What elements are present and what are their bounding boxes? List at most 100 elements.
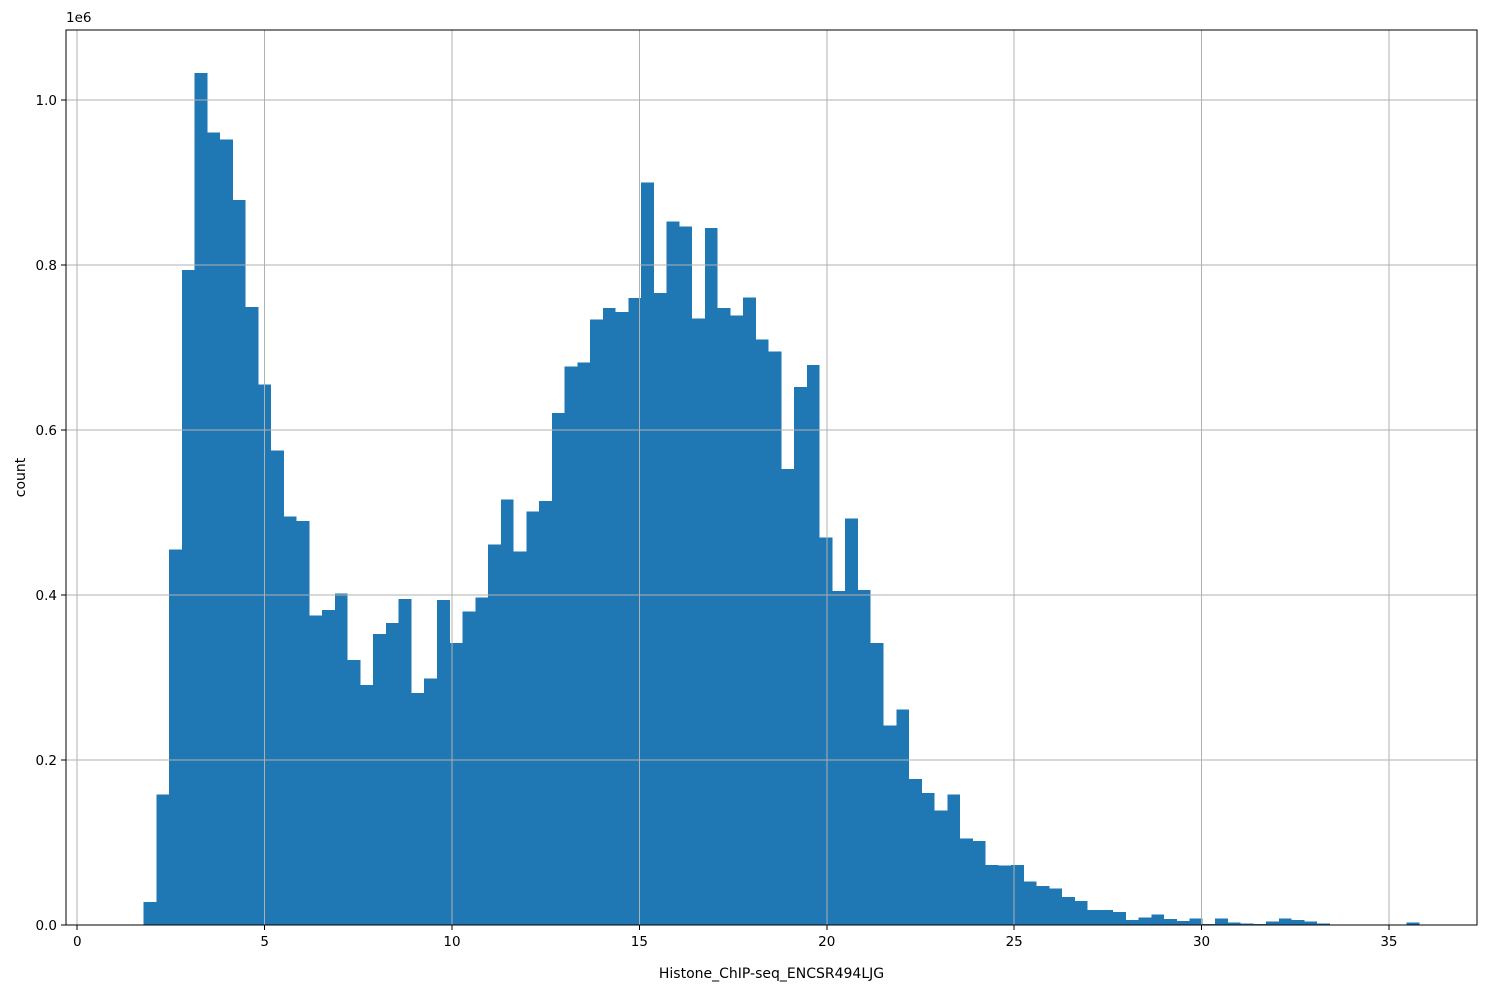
histogram-bar	[934, 810, 948, 925]
y-tick-label: 0.8	[36, 258, 57, 274]
histogram-bar	[181, 270, 195, 925]
histogram-bar	[755, 339, 769, 926]
x-tick-label: 30	[1193, 934, 1210, 950]
histogram-bar	[985, 864, 999, 925]
x-tick-label: 35	[1380, 934, 1397, 950]
histogram-bar	[551, 412, 565, 925]
histogram-bar	[615, 312, 629, 925]
bars-group	[143, 72, 1420, 926]
histogram-bar	[998, 865, 1012, 925]
histogram-bar	[360, 684, 374, 925]
histogram-bar	[794, 387, 807, 925]
y-tick-label: 1.0	[36, 93, 57, 109]
x-tick-label: 5	[260, 934, 269, 950]
histogram-bar	[475, 597, 489, 925]
histogram-bar	[143, 901, 157, 925]
histogram-bar	[1113, 911, 1126, 925]
histogram-bar	[385, 623, 399, 925]
histogram-bar	[1215, 918, 1228, 925]
x-tick-label: 25	[1006, 934, 1023, 950]
x-tick-label: 0	[73, 934, 82, 950]
histogram-bar	[436, 600, 450, 925]
histogram-bar	[743, 297, 756, 925]
histogram-bar	[960, 838, 973, 925]
histogram-bar	[1164, 919, 1177, 925]
x-tick-label: 15	[631, 934, 648, 950]
histogram-bar	[1266, 921, 1279, 925]
histogram-bar	[1304, 921, 1318, 925]
histogram-bar	[1023, 881, 1037, 925]
histogram-bar	[373, 633, 386, 925]
histogram-bar	[577, 362, 591, 925]
histogram-bar	[411, 693, 425, 925]
histogram-bar	[806, 364, 820, 925]
grid-group	[66, 30, 1477, 925]
histogram-bar	[628, 298, 642, 926]
histogram-bar	[972, 840, 986, 925]
histogram-bar	[704, 227, 718, 926]
y-axis-offset-label: 1e6	[66, 10, 91, 26]
histogram-bar	[500, 499, 514, 925]
histogram-bar	[449, 642, 463, 925]
histogram-bar	[1227, 922, 1241, 925]
ticks-group: 0 5 10 15 20 25 30 35 0.0 0.2 0.4 0.6 0.8 1.0	[36, 93, 1398, 950]
histogram-bar	[1138, 917, 1152, 925]
histogram-bar	[692, 318, 705, 926]
histogram-bar	[730, 315, 744, 925]
histogram-bar	[832, 590, 846, 925]
histogram-bar	[870, 642, 884, 925]
histogram-bar	[909, 779, 922, 925]
histogram-bar	[768, 351, 782, 926]
histogram-bar	[1176, 920, 1190, 925]
histogram-bar	[207, 132, 221, 926]
histogram-bar	[156, 794, 170, 925]
histogram-bar	[845, 518, 858, 925]
y-tick-label: 0.0	[36, 918, 57, 934]
histogram-bar	[220, 139, 233, 925]
histogram-bar	[309, 615, 323, 925]
histogram-bar	[347, 660, 361, 925]
histogram-bar	[564, 366, 578, 925]
histogram-bar	[921, 793, 935, 925]
histogram-bar	[896, 709, 910, 925]
histogram-bar	[1074, 901, 1088, 925]
y-axis-label: count	[13, 457, 29, 497]
histogram-bar	[1151, 914, 1165, 925]
histogram-bar	[947, 794, 961, 925]
histogram-bar	[1291, 920, 1305, 925]
histogram-bar	[1240, 923, 1254, 925]
histogram-bar	[322, 609, 335, 925]
histogram-bar	[781, 468, 795, 925]
histogram-bar	[679, 226, 693, 925]
histogram-bar	[857, 590, 871, 925]
y-tick-label: 0.4	[36, 588, 57, 604]
histogram-bar	[590, 319, 603, 925]
histogram-bar	[1062, 896, 1075, 925]
histogram-bar	[717, 307, 731, 925]
histogram-bar	[462, 611, 476, 925]
y-tick-label: 0.2	[36, 753, 57, 769]
histogram-bar	[488, 544, 501, 925]
histogram-bar	[602, 307, 616, 925]
histogram-bar	[271, 450, 284, 925]
histogram-bar	[194, 72, 208, 925]
axes-spines	[65, 29, 1478, 926]
histogram-bar	[169, 549, 182, 925]
histogram-bar	[883, 725, 897, 925]
histogram-bar	[334, 593, 348, 925]
histogram-bar	[1125, 920, 1139, 925]
histogram-bar	[398, 599, 412, 925]
histogram-bar	[296, 520, 310, 925]
histogram-bar	[1189, 918, 1203, 925]
histogram-bar	[1278, 918, 1292, 925]
x-tick-label: 20	[818, 934, 835, 950]
histogram-bar	[1049, 888, 1063, 925]
histogram-bar	[819, 537, 833, 925]
plot-border	[65, 29, 1478, 926]
histogram-bar	[1406, 922, 1420, 925]
x-tick-label: 10	[443, 934, 460, 950]
histogram-bar	[1011, 864, 1024, 925]
histogram-bar	[539, 501, 552, 925]
